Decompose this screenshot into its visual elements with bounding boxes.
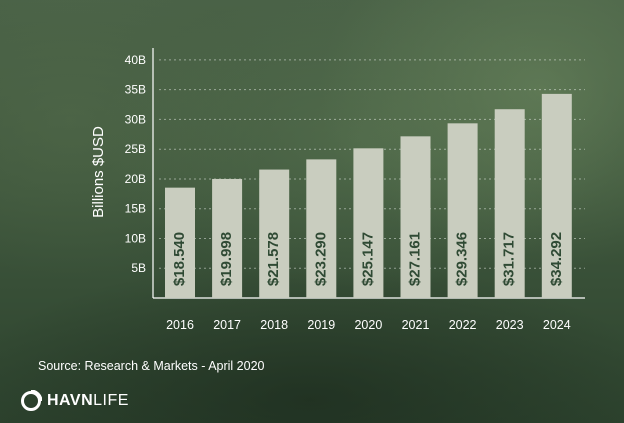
- bar-value-label: $27.161: [406, 232, 423, 286]
- bar-value-label: $34.292: [548, 232, 565, 286]
- bar: [494, 109, 525, 298]
- y-tick-label: 30B: [125, 112, 146, 126]
- bar: [541, 93, 572, 298]
- bar-value-label: $23.290: [312, 232, 329, 286]
- y-axis-title: Billions $USD: [90, 126, 107, 218]
- x-tick-label: 2018: [260, 318, 288, 332]
- bar: [306, 159, 337, 298]
- y-tick-label: 20B: [125, 172, 146, 186]
- bar: [447, 123, 478, 298]
- x-tick-label: 2024: [543, 318, 571, 332]
- x-tick-label: 2019: [307, 318, 335, 332]
- logo-wordmark: HAVNLIFE: [47, 392, 129, 410]
- y-tick-label: 15B: [125, 202, 146, 216]
- havn-ring-logo-icon: [21, 390, 42, 411]
- havnlife-logo: HAVNLIFE: [20, 389, 129, 413]
- y-tick-label: 5B: [131, 261, 146, 275]
- bar: [400, 136, 431, 298]
- bar: [353, 148, 384, 298]
- y-tick-label: 25B: [125, 142, 146, 156]
- bar: [212, 178, 243, 298]
- x-tick-label: 2021: [402, 318, 430, 332]
- bar-value-label: $19.998: [218, 232, 235, 286]
- y-tick-label: 35B: [125, 83, 146, 97]
- bar-value-label: $31.717: [501, 232, 518, 286]
- x-tick-label: 2016: [166, 318, 194, 332]
- x-tick-label: 2020: [354, 318, 382, 332]
- bar: [259, 169, 290, 298]
- y-tick-label: 10B: [125, 231, 146, 245]
- x-tick-label: 2017: [213, 318, 241, 332]
- bar-value-label: $18.540: [171, 232, 188, 286]
- bar-value-label: $29.346: [454, 232, 471, 286]
- bar: [165, 187, 195, 298]
- logo-wordmark-bold: HAVN: [47, 392, 94, 409]
- x-tick-label: 2023: [496, 318, 524, 332]
- labels: 5B 10B 15B 20B 25B 30B 35B 40B $18.540 2016 $19.99…: [125, 53, 571, 332]
- bar-value-label: $21.578: [265, 232, 282, 286]
- x-tick-label: 2022: [449, 318, 477, 332]
- source-note: Source: Research & Markets - April 2020: [38, 359, 265, 373]
- bars: [165, 93, 572, 298]
- logo-wordmark-light: LIFE: [93, 392, 129, 409]
- y-tick-label: 40B: [125, 53, 146, 67]
- bar-value-label: $25.147: [359, 232, 376, 286]
